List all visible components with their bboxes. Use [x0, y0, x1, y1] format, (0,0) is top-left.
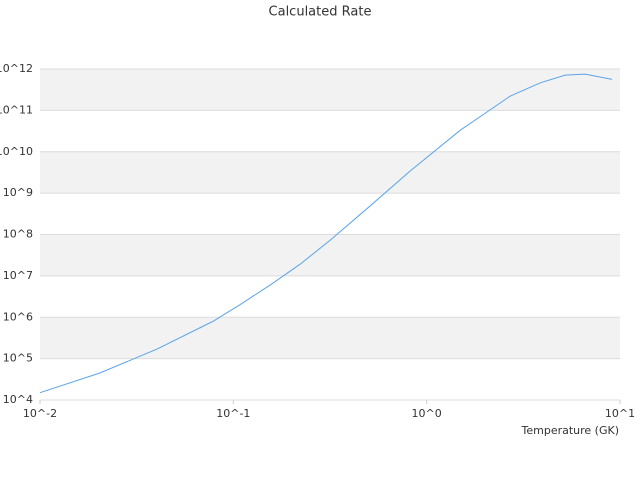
grid-band [40, 234, 620, 276]
line-series [39, 73, 613, 394]
x-tick-label: 10^-1 [216, 407, 250, 420]
y-tick-label: 10^6 [3, 310, 33, 323]
chart-title: Calculated Rate [269, 5, 372, 20]
grid-band [40, 151, 620, 194]
plot-bands [40, 69, 620, 359]
y-tick-label: 10^9 [3, 186, 33, 199]
x-tick-label: 10^0 [412, 407, 442, 420]
grid-band [40, 69, 620, 111]
y-tick-label: 10^4 [3, 393, 33, 406]
y-tick-label: 10^8 [3, 228, 33, 241]
x-tick-label: 10^-2 [23, 407, 57, 420]
grid-band [40, 317, 620, 359]
y-tick-label: 10^7 [3, 269, 33, 282]
x-tick-label: 10^1 [605, 407, 635, 420]
y-tick-label: 10^11 [0, 103, 33, 116]
y-tick-label: 10^5 [3, 352, 33, 365]
y-tick-label: 10^12 [0, 62, 33, 75]
x-axis-label: Temperature (GK) [521, 424, 620, 437]
y-tick-label: 10^10 [0, 145, 33, 158]
